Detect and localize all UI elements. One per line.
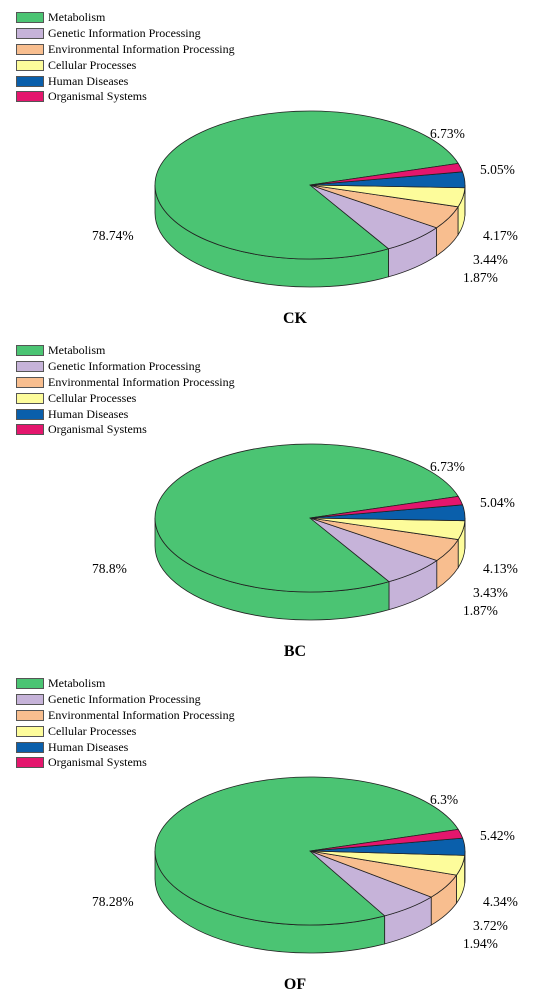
pie-labels: 78.8% 6.73% 5.04% 4.13% 3.43% 1.87%: [92, 459, 518, 618]
data-label-environmental-information-processing: 5.04%: [480, 495, 515, 510]
data-label-cellular-processes: 4.17%: [483, 228, 518, 243]
legend: Metabolism Genetic Information Processing…: [16, 343, 235, 438]
pie-chart: 78.74% 6.73% 5.05% 4.17% 3.44% 1.87% CK: [92, 110, 518, 327]
legend-item-human-diseases: Human Diseases: [16, 406, 235, 422]
pie-panel-ck: Metabolism Genetic Information Processing…: [0, 0, 550, 333]
data-label-human-diseases: 3.44%: [473, 252, 508, 267]
legend-label: Cellular Processes: [48, 57, 137, 72]
pie-side-walls: [154, 850, 466, 954]
legend-swatch: [16, 678, 44, 690]
legend-item-organismal-systems: Organismal Systems: [16, 89, 235, 105]
data-label-genetic-information-processing: 6.73%: [430, 459, 465, 474]
legend-item-organismal-systems: Organismal Systems: [16, 422, 235, 438]
chart-title: OF: [284, 976, 306, 993]
legend-label: Environmental Information Processing: [48, 374, 235, 389]
legend-swatch: [16, 424, 44, 436]
legend-item-genetic-information-processing: Genetic Information Processing: [16, 359, 235, 375]
data-label-environmental-information-processing: 5.42%: [480, 828, 515, 843]
legend-swatch: [16, 91, 44, 103]
legend-swatch: [16, 12, 44, 24]
legend-item-environmental-information-processing: Environmental Information Processing: [16, 708, 235, 724]
data-label-human-diseases: 3.43%: [473, 585, 508, 600]
data-label-organismal-systems: 1.87%: [463, 603, 498, 618]
legend: Metabolism Genetic Information Processing…: [16, 10, 235, 105]
legend-item-cellular-processes: Cellular Processes: [16, 390, 235, 406]
legend-item-cellular-processes: Cellular Processes: [16, 57, 235, 73]
legend-label: Cellular Processes: [48, 390, 137, 405]
data-label-human-diseases: 3.72%: [473, 918, 508, 933]
pie-top: [154, 443, 466, 593]
pie-panel-of: Metabolism Genetic Information Processing…: [0, 666, 550, 999]
data-label-metabolism: 78.28%: [92, 894, 134, 909]
pie-slice-metabolism: [154, 443, 459, 593]
legend-swatch: [16, 361, 44, 373]
legend-swatch: [16, 757, 44, 769]
pie-slice-metabolism: [154, 776, 459, 926]
legend-item-environmental-information-processing: Environmental Information Processing: [16, 42, 235, 58]
legend-label: Environmental Information Processing: [48, 707, 235, 722]
legend-item-metabolism: Metabolism: [16, 676, 235, 692]
pie-slice-organismal-systems: [309, 162, 463, 186]
legend-swatch: [16, 709, 44, 721]
legend-item-metabolism: Metabolism: [16, 343, 235, 359]
legend-swatch: [16, 345, 44, 357]
data-label-environmental-information-processing: 5.05%: [480, 162, 515, 177]
legend-swatch: [16, 694, 44, 706]
legend-item-cellular-processes: Cellular Processes: [16, 723, 235, 739]
chart-title: BC: [284, 643, 306, 660]
legend-label: Genetic Information Processing: [48, 26, 201, 41]
pie-slice-metabolism: [154, 110, 459, 260]
pie-slice-organismal-systems: [309, 828, 464, 852]
pie-labels: 78.28% 6.3% 5.42% 4.34% 3.72% 1.94%: [92, 792, 518, 951]
legend-swatch: [16, 376, 44, 388]
legend-swatch: [16, 408, 44, 420]
legend-label: Metabolism: [48, 676, 106, 691]
legend-label: Human Diseases: [48, 739, 129, 754]
legend-label: Cellular Processes: [48, 723, 137, 738]
pie-top: [154, 110, 466, 260]
legend-label: Human Diseases: [48, 73, 129, 88]
pie-chart: 78.8% 6.73% 5.04% 4.13% 3.43% 1.87% BC: [92, 443, 518, 660]
legend: Metabolism Genetic Information Processing…: [16, 676, 235, 771]
data-label-cellular-processes: 4.13%: [483, 561, 518, 576]
data-label-metabolism: 78.74%: [92, 228, 134, 243]
pie-chart: 78.28% 6.3% 5.42% 4.34% 3.72% 1.94% OF: [92, 776, 518, 993]
legend-item-human-diseases: Human Diseases: [16, 73, 235, 89]
legend-swatch: [16, 59, 44, 71]
data-label-genetic-information-processing: 6.73%: [430, 126, 465, 141]
pie-panel-bc: Metabolism Genetic Information Processing…: [0, 333, 550, 666]
legend-label: Metabolism: [48, 343, 106, 358]
data-label-cellular-processes: 4.34%: [483, 894, 518, 909]
legend-label: Organismal Systems: [48, 89, 147, 104]
legend-item-human-diseases: Human Diseases: [16, 739, 235, 755]
legend-swatch: [16, 725, 44, 737]
data-label-genetic-information-processing: 6.3%: [430, 792, 458, 807]
legend-label: Human Diseases: [48, 406, 129, 421]
legend-swatch: [16, 28, 44, 40]
pie-labels: 78.74% 6.73% 5.05% 4.17% 3.44% 1.87%: [92, 126, 518, 285]
legend-label: Genetic Information Processing: [48, 359, 201, 374]
data-label-organismal-systems: 1.87%: [463, 270, 498, 285]
legend-swatch: [16, 43, 44, 55]
pie-slice-organismal-systems: [309, 495, 463, 519]
data-label-metabolism: 78.8%: [92, 561, 127, 576]
legend-label: Metabolism: [48, 10, 106, 25]
legend-label: Organismal Systems: [48, 422, 147, 437]
legend-label: Organismal Systems: [48, 755, 147, 770]
chart-title: CK: [283, 310, 308, 327]
legend-label: Genetic Information Processing: [48, 692, 201, 707]
legend-swatch: [16, 392, 44, 404]
legend-item-environmental-information-processing: Environmental Information Processing: [16, 375, 235, 391]
pie-top: [154, 776, 466, 926]
legend-label: Environmental Information Processing: [48, 41, 235, 56]
data-label-organismal-systems: 1.94%: [463, 936, 498, 951]
legend-item-genetic-information-processing: Genetic Information Processing: [16, 26, 235, 42]
legend-item-genetic-information-processing: Genetic Information Processing: [16, 692, 235, 708]
legend-item-metabolism: Metabolism: [16, 10, 235, 26]
legend-swatch: [16, 75, 44, 87]
legend-swatch: [16, 741, 44, 753]
legend-item-organismal-systems: Organismal Systems: [16, 755, 235, 771]
